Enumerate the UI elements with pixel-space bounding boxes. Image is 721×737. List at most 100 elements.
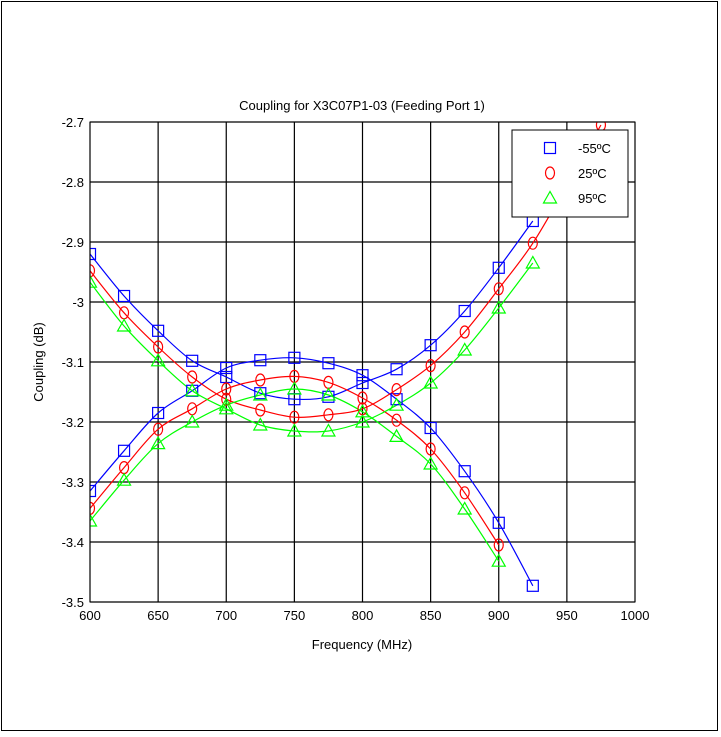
x-tick-label: 850	[420, 608, 442, 623]
data-point-1	[254, 354, 267, 367]
data-point-4	[218, 401, 234, 415]
data-point-1	[288, 351, 301, 364]
data-point-4	[389, 397, 405, 411]
data-point-3	[493, 538, 504, 552]
data-point-3	[391, 413, 402, 427]
data-point-4	[286, 423, 302, 437]
data-point-5	[457, 501, 473, 515]
data-point-0	[90, 247, 97, 261]
plot-border	[89, 121, 636, 603]
data-point-3	[459, 486, 470, 500]
data-point-0	[356, 376, 369, 390]
data-point-2	[153, 340, 164, 354]
legend-box	[511, 129, 629, 218]
data-point-2	[289, 410, 300, 424]
data-point-0	[390, 363, 403, 376]
data-point-3	[425, 442, 436, 456]
data-point-1	[356, 369, 369, 382]
x-tick-label: 650	[147, 608, 169, 623]
data-point-0	[424, 339, 437, 352]
y-tick-label: -3.2	[62, 415, 84, 430]
data-point-0	[186, 354, 199, 367]
data-point-5	[150, 435, 166, 450]
data-point-4	[90, 274, 98, 288]
data-point-2	[323, 408, 334, 422]
data-point-1	[220, 361, 233, 375]
data-point-4	[491, 300, 507, 314]
data-point-2	[90, 264, 96, 278]
legend-marker	[542, 190, 558, 204]
data-point-5	[184, 414, 200, 428]
data-point-5	[90, 513, 98, 527]
data-point-1	[90, 484, 97, 498]
legend-label: 95ºC	[578, 191, 607, 206]
legend-label: 25ºC	[578, 166, 607, 181]
data-point-3	[221, 382, 232, 396]
data-point-2	[255, 403, 266, 417]
series-line-1	[90, 357, 534, 587]
data-point-5	[252, 387, 268, 401]
data-point-5	[389, 428, 405, 442]
x-tick-label: 1000	[621, 608, 650, 623]
data-point-1	[117, 444, 131, 457]
data-point-2	[493, 282, 504, 296]
data-point-5	[116, 472, 132, 486]
series-markers	[90, 122, 607, 592]
data-point-4	[184, 383, 200, 397]
data-point-0	[117, 289, 131, 303]
data-point-2	[391, 383, 402, 397]
data-point-5	[423, 456, 439, 470]
data-point-1	[322, 357, 335, 370]
data-point-4	[423, 375, 439, 389]
data-point-0	[152, 324, 165, 337]
series-lines	[90, 124, 602, 587]
data-point-1	[424, 421, 437, 435]
data-point-2	[527, 236, 538, 250]
legend-marker	[544, 166, 556, 180]
y-tick-label: -3.1	[62, 355, 84, 370]
x-tick-label: 800	[352, 608, 374, 623]
y-tick-label: -3.4	[62, 535, 84, 550]
x-tick-label: 600	[79, 608, 101, 623]
y-tick-label: -3	[72, 295, 84, 310]
legend: -55ºC 25ºC 95ºC	[511, 129, 629, 218]
data-point-1	[526, 579, 539, 592]
legend-label: -55ºC	[578, 141, 611, 156]
data-point-3	[255, 373, 266, 387]
data-point-5	[354, 404, 371, 418]
y-tick-label: -2.8	[62, 175, 84, 190]
y-tick-label: -3.3	[62, 475, 84, 490]
data-point-5	[491, 553, 507, 567]
x-tick-label: 950	[556, 608, 578, 623]
y-tick-label: -2.9	[62, 235, 84, 250]
x-axis-label: Frequency (MHz)	[312, 637, 412, 652]
data-point-2	[425, 359, 436, 373]
data-point-3	[357, 391, 368, 405]
x-tick-label: 900	[488, 608, 510, 623]
data-point-0	[458, 304, 471, 318]
data-point-3	[90, 501, 96, 515]
data-point-0	[322, 390, 335, 403]
data-point-5	[218, 397, 234, 411]
series-line-0	[90, 220, 534, 401]
data-point-0	[492, 261, 505, 274]
y-tick-label: -3.5	[62, 595, 84, 610]
x-tick-labels: 600 650 700 750 800 850 900 950 1000	[79, 608, 649, 623]
series-line-4	[90, 262, 534, 433]
x-tick-label: 750	[284, 608, 306, 623]
series-line-5	[90, 388, 500, 562]
data-point-5	[320, 387, 336, 401]
data-point-1	[458, 465, 471, 478]
data-point-4	[150, 353, 166, 367]
data-point-2	[187, 370, 198, 384]
data-point-4	[252, 417, 268, 431]
data-point-4	[116, 318, 132, 332]
data-point-2	[459, 325, 470, 339]
legend-marker	[543, 141, 557, 155]
series-line-3	[90, 375, 500, 546]
data-point-1	[152, 406, 165, 420]
data-point-1	[492, 516, 505, 529]
series-line-2	[90, 124, 602, 418]
x-tick-label: 700	[215, 608, 237, 623]
